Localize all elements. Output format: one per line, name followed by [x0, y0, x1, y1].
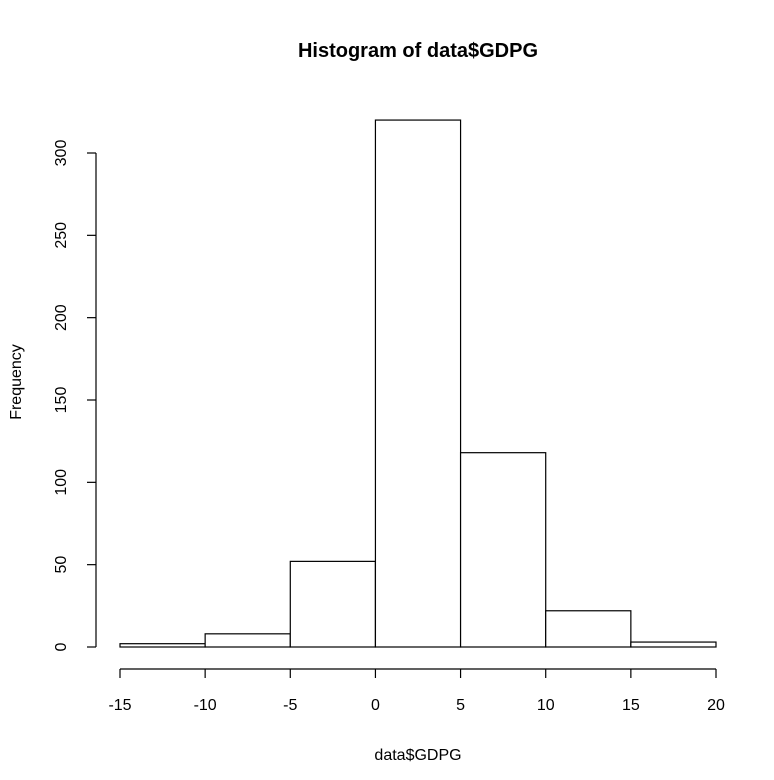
y-tick-label: 0: [53, 642, 70, 651]
histogram-bar: [374, 119, 462, 648]
histogram-bar: [289, 560, 377, 648]
y-tick-label: 200: [53, 304, 70, 331]
y-tick-label: 300: [53, 140, 70, 167]
x-axis-label: data$GDPG: [374, 747, 461, 764]
x-tick-label: -15: [108, 697, 131, 714]
histogram-bar: [119, 643, 206, 648]
bars-group: [119, 119, 717, 648]
x-tick-label: -10: [194, 697, 217, 714]
x-tick-label: 5: [456, 697, 465, 714]
x-tick-label: 0: [371, 697, 380, 714]
y-tick-label: 50: [53, 556, 70, 574]
y-tick-label: 150: [53, 387, 70, 414]
y-axis: 0 50 100 150 200 250 300: [53, 140, 97, 651]
y-tick-label: 250: [53, 222, 70, 249]
x-axis: -15 -10 -5 0 5 10 15 20: [108, 668, 725, 714]
chart-title: Histogram of data$GDPG: [298, 40, 538, 62]
histogram-bar: [459, 452, 547, 648]
histogram-bar: [545, 610, 632, 648]
x-tick-label: -5: [283, 697, 297, 714]
histogram-bar: [204, 633, 291, 648]
x-tick-label: 20: [707, 697, 725, 714]
y-tick-label: 100: [53, 469, 70, 496]
y-axis-label: Frequency: [8, 344, 25, 420]
x-tick-label: 15: [622, 697, 640, 714]
x-tick-label: 10: [537, 697, 555, 714]
histogram-bar: [630, 641, 717, 648]
